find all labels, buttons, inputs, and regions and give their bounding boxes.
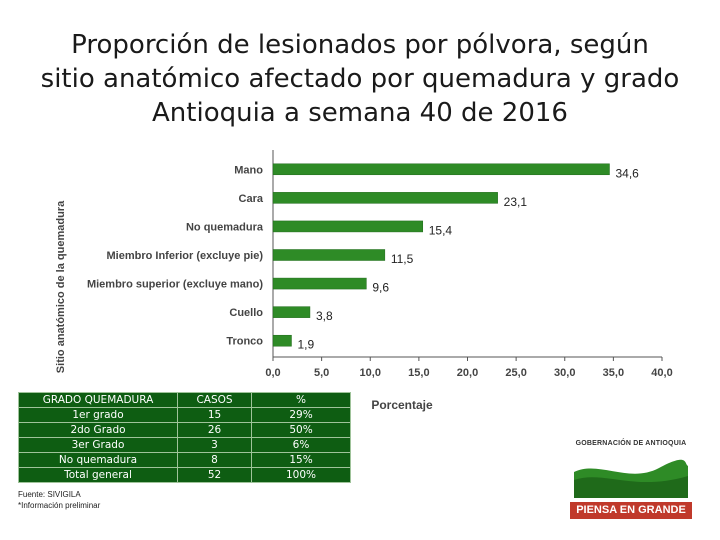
category-label: Cara — [239, 193, 264, 205]
gobernacion-logo: GOBERNACIÓN DE ANTIOQUIA PIENSA EN GRAND… — [570, 440, 692, 520]
burn-grade-table: GRADO QUEMADURA CASOS % 1er grado 15 29%… — [18, 392, 351, 483]
bar — [272, 306, 311, 318]
table-cell: 15% — [251, 452, 351, 468]
source-line: Fuente: SIVIGILA — [18, 490, 81, 499]
table-row: 3er Grado 3 6% — [18, 437, 351, 453]
data-label: 1,9 — [297, 338, 314, 352]
table-cell: 15 — [177, 407, 252, 423]
table-cell: 100% — [251, 467, 351, 483]
table-cell: 2do Grado — [18, 422, 178, 438]
data-label: 9,6 — [372, 281, 389, 295]
title-line-3: Antioquia a semana 40 de 2016 — [152, 98, 568, 128]
y-axis-title: Sitio anatómico de la quemadura — [55, 200, 67, 373]
data-label: 11,5 — [391, 252, 414, 266]
flag-icon — [574, 454, 688, 498]
data-label: 34,6 — [615, 166, 639, 180]
x-tick-label: 40,0 — [651, 367, 672, 379]
table-header-percent: % — [251, 392, 351, 408]
data-label: 23,1 — [504, 195, 528, 209]
bar — [272, 220, 424, 233]
logo-banner-text: PIENSA EN GRANDE — [570, 502, 692, 519]
bar — [272, 334, 292, 347]
x-tick-label: 0,0 — [265, 367, 280, 379]
x-tick-label: 10,0 — [360, 367, 381, 379]
table-cell: 52 — [177, 467, 252, 483]
table-header-cases: CASOS — [177, 392, 252, 408]
table-cell: Total general — [18, 467, 178, 483]
x-tick-label: 35,0 — [603, 367, 624, 379]
category-label: Miembro Inferior (excluye pie) — [107, 250, 264, 262]
table-cell: No quemadura — [18, 452, 178, 468]
chart-title: Proporción de lesionados por pólvora, se… — [20, 28, 700, 130]
table-row: 2do Grado 26 50% — [18, 422, 351, 438]
table-cell: 29% — [251, 407, 351, 423]
category-label: Tronco — [226, 336, 263, 348]
bar — [272, 277, 367, 290]
bar — [272, 163, 610, 176]
category-label: Miembro superior (excluye mano) — [87, 279, 263, 291]
title-line-2: sitio anatómico afectado por quemadura y… — [40, 64, 680, 94]
category-label: Cuello — [229, 307, 263, 319]
category-label: Mano — [234, 164, 263, 176]
bar — [272, 249, 386, 261]
x-tick-label: 25,0 — [505, 367, 526, 379]
x-tick-label: 20,0 — [457, 367, 478, 379]
x-axis-title: Porcentaje — [371, 398, 433, 412]
title-line-1: Proporción de lesionados por pólvora, se… — [71, 30, 649, 60]
table-header-row: GRADO QUEMADURA CASOS % — [18, 392, 351, 408]
data-label: 3,8 — [316, 309, 333, 323]
table-cell: 50% — [251, 422, 351, 438]
table-cell: 3er Grado — [18, 437, 178, 453]
table-row: Total general 52 100% — [18, 467, 351, 483]
category-label: No quemadura — [186, 221, 264, 233]
table-cell: 8 — [177, 452, 252, 468]
x-tick-label: 30,0 — [554, 367, 575, 379]
source-note: Fuente: SIVIGILA *Información preliminar — [18, 489, 100, 511]
x-tick-label: 15,0 — [408, 367, 429, 379]
table-header-grade: GRADO QUEMADURA — [18, 392, 178, 408]
table-row: 1er grado 15 29% — [18, 407, 351, 423]
bar — [272, 192, 498, 204]
table-cell: 6% — [251, 437, 351, 453]
table-cell: 1er grado — [18, 407, 178, 423]
logo-top-text: GOBERNACIÓN DE ANTIOQUIA — [575, 440, 687, 447]
table-row: No quemadura 8 15% — [18, 452, 351, 468]
data-label: 15,4 — [429, 223, 453, 237]
preliminary-note: *Información preliminar — [18, 501, 101, 510]
table-cell: 26 — [177, 422, 252, 438]
x-tick-label: 5,0 — [314, 367, 329, 379]
table-cell: 3 — [177, 437, 252, 453]
